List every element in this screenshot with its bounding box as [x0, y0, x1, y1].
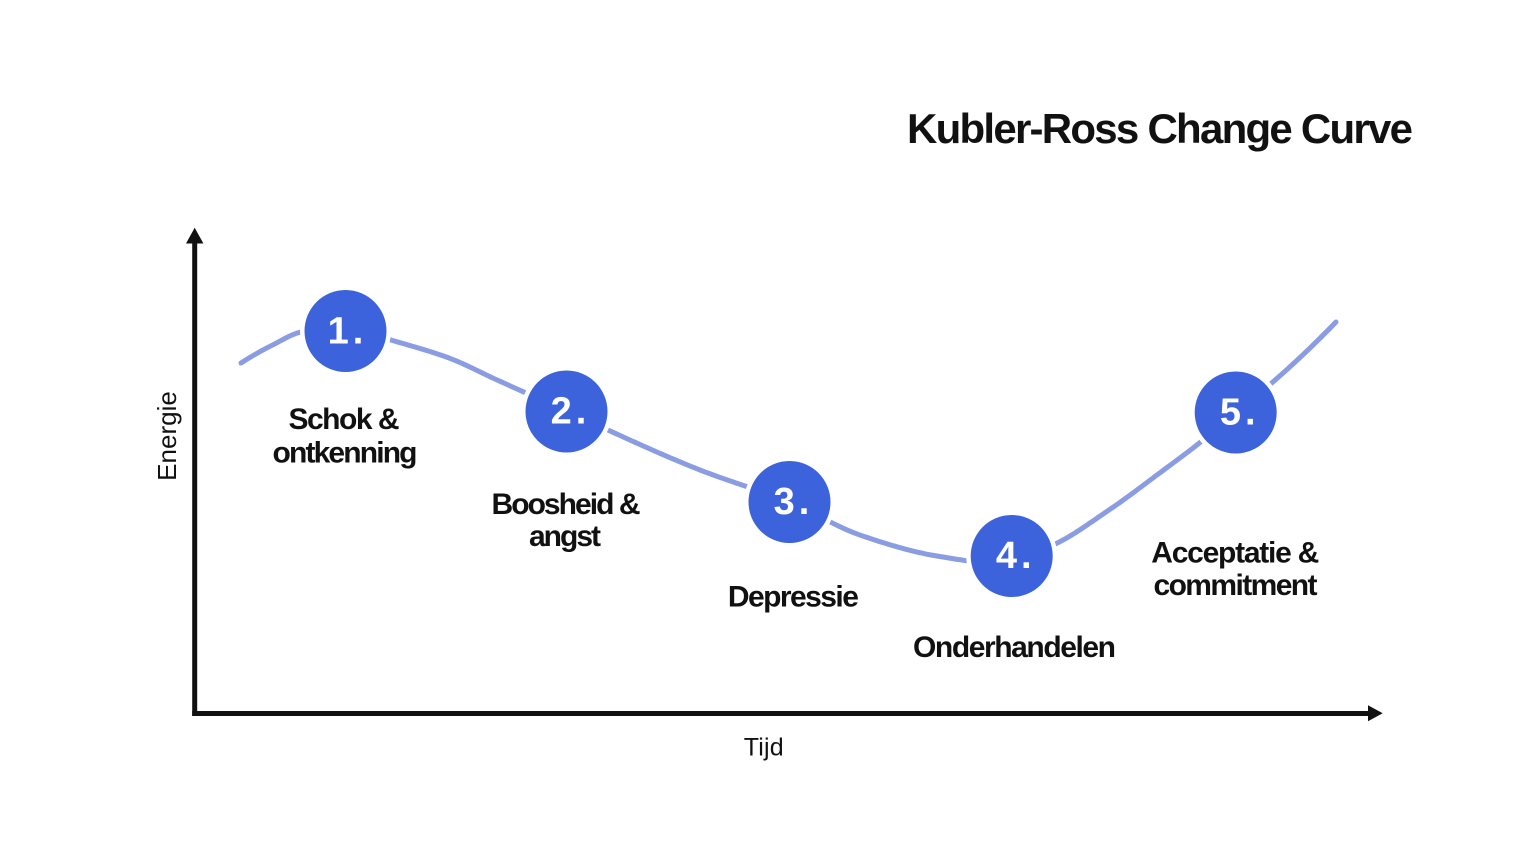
svg-text:angst: angst [529, 520, 601, 553]
svg-text:1.: 1. [328, 311, 368, 353]
svg-text:4.: 4. [996, 535, 1036, 577]
svg-text:Onderhandelen: Onderhandelen [913, 631, 1116, 664]
svg-text:Energie: Energie [152, 391, 182, 481]
svg-text:Kubler-Ross Change Curve: Kubler-Ross Change Curve [907, 105, 1413, 152]
svg-text:Tijd: Tijd [744, 734, 784, 762]
svg-text:Boosheid &: Boosheid & [492, 488, 641, 521]
svg-text:5.: 5. [1220, 392, 1260, 434]
svg-text:Acceptatie &: Acceptatie & [1151, 537, 1319, 570]
svg-text:Depressie: Depressie [728, 581, 859, 614]
svg-text:2.: 2. [551, 391, 591, 433]
svg-text:Schok &: Schok & [289, 403, 400, 436]
svg-text:3.: 3. [774, 481, 814, 523]
svg-text:commitment: commitment [1154, 569, 1318, 602]
svg-text:ontkenning: ontkenning [273, 436, 418, 469]
